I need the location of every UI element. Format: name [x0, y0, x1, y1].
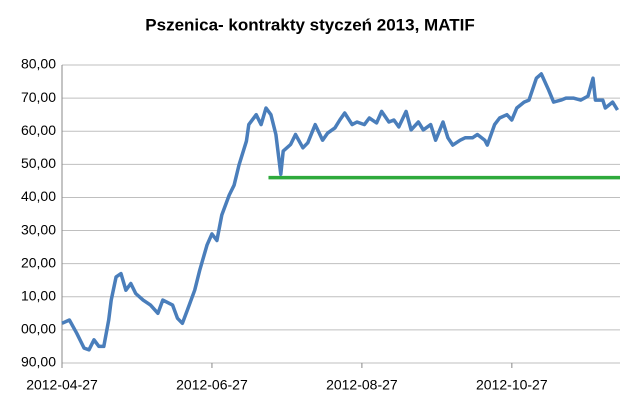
x-tick-label: 2012-06-27 [176, 377, 248, 393]
y-tick-label: 60,00 [21, 122, 56, 138]
chart-title: Pszenica- kontrakty styczeń 2013, MATIF [145, 15, 474, 34]
y-tick-label: 90,00 [21, 354, 56, 370]
line-series [61, 72, 619, 352]
y-tick-label: 20,00 [21, 254, 56, 270]
x-tick-label: 2012-04-27 [26, 377, 98, 393]
x-tick-label: 2012-10-27 [476, 377, 548, 393]
x-tick-label: 2012-08-27 [326, 377, 398, 393]
y-tick-label: 00,00 [21, 321, 56, 337]
y-tick-label: 50,00 [21, 155, 56, 171]
y-tick-label: 10,00 [21, 287, 56, 303]
y-tick-label: 30,00 [21, 221, 56, 237]
y-tick-label: 40,00 [21, 188, 56, 204]
y-tick-label: 70,00 [21, 89, 56, 105]
y-tick-label: 80,00 [21, 56, 56, 72]
